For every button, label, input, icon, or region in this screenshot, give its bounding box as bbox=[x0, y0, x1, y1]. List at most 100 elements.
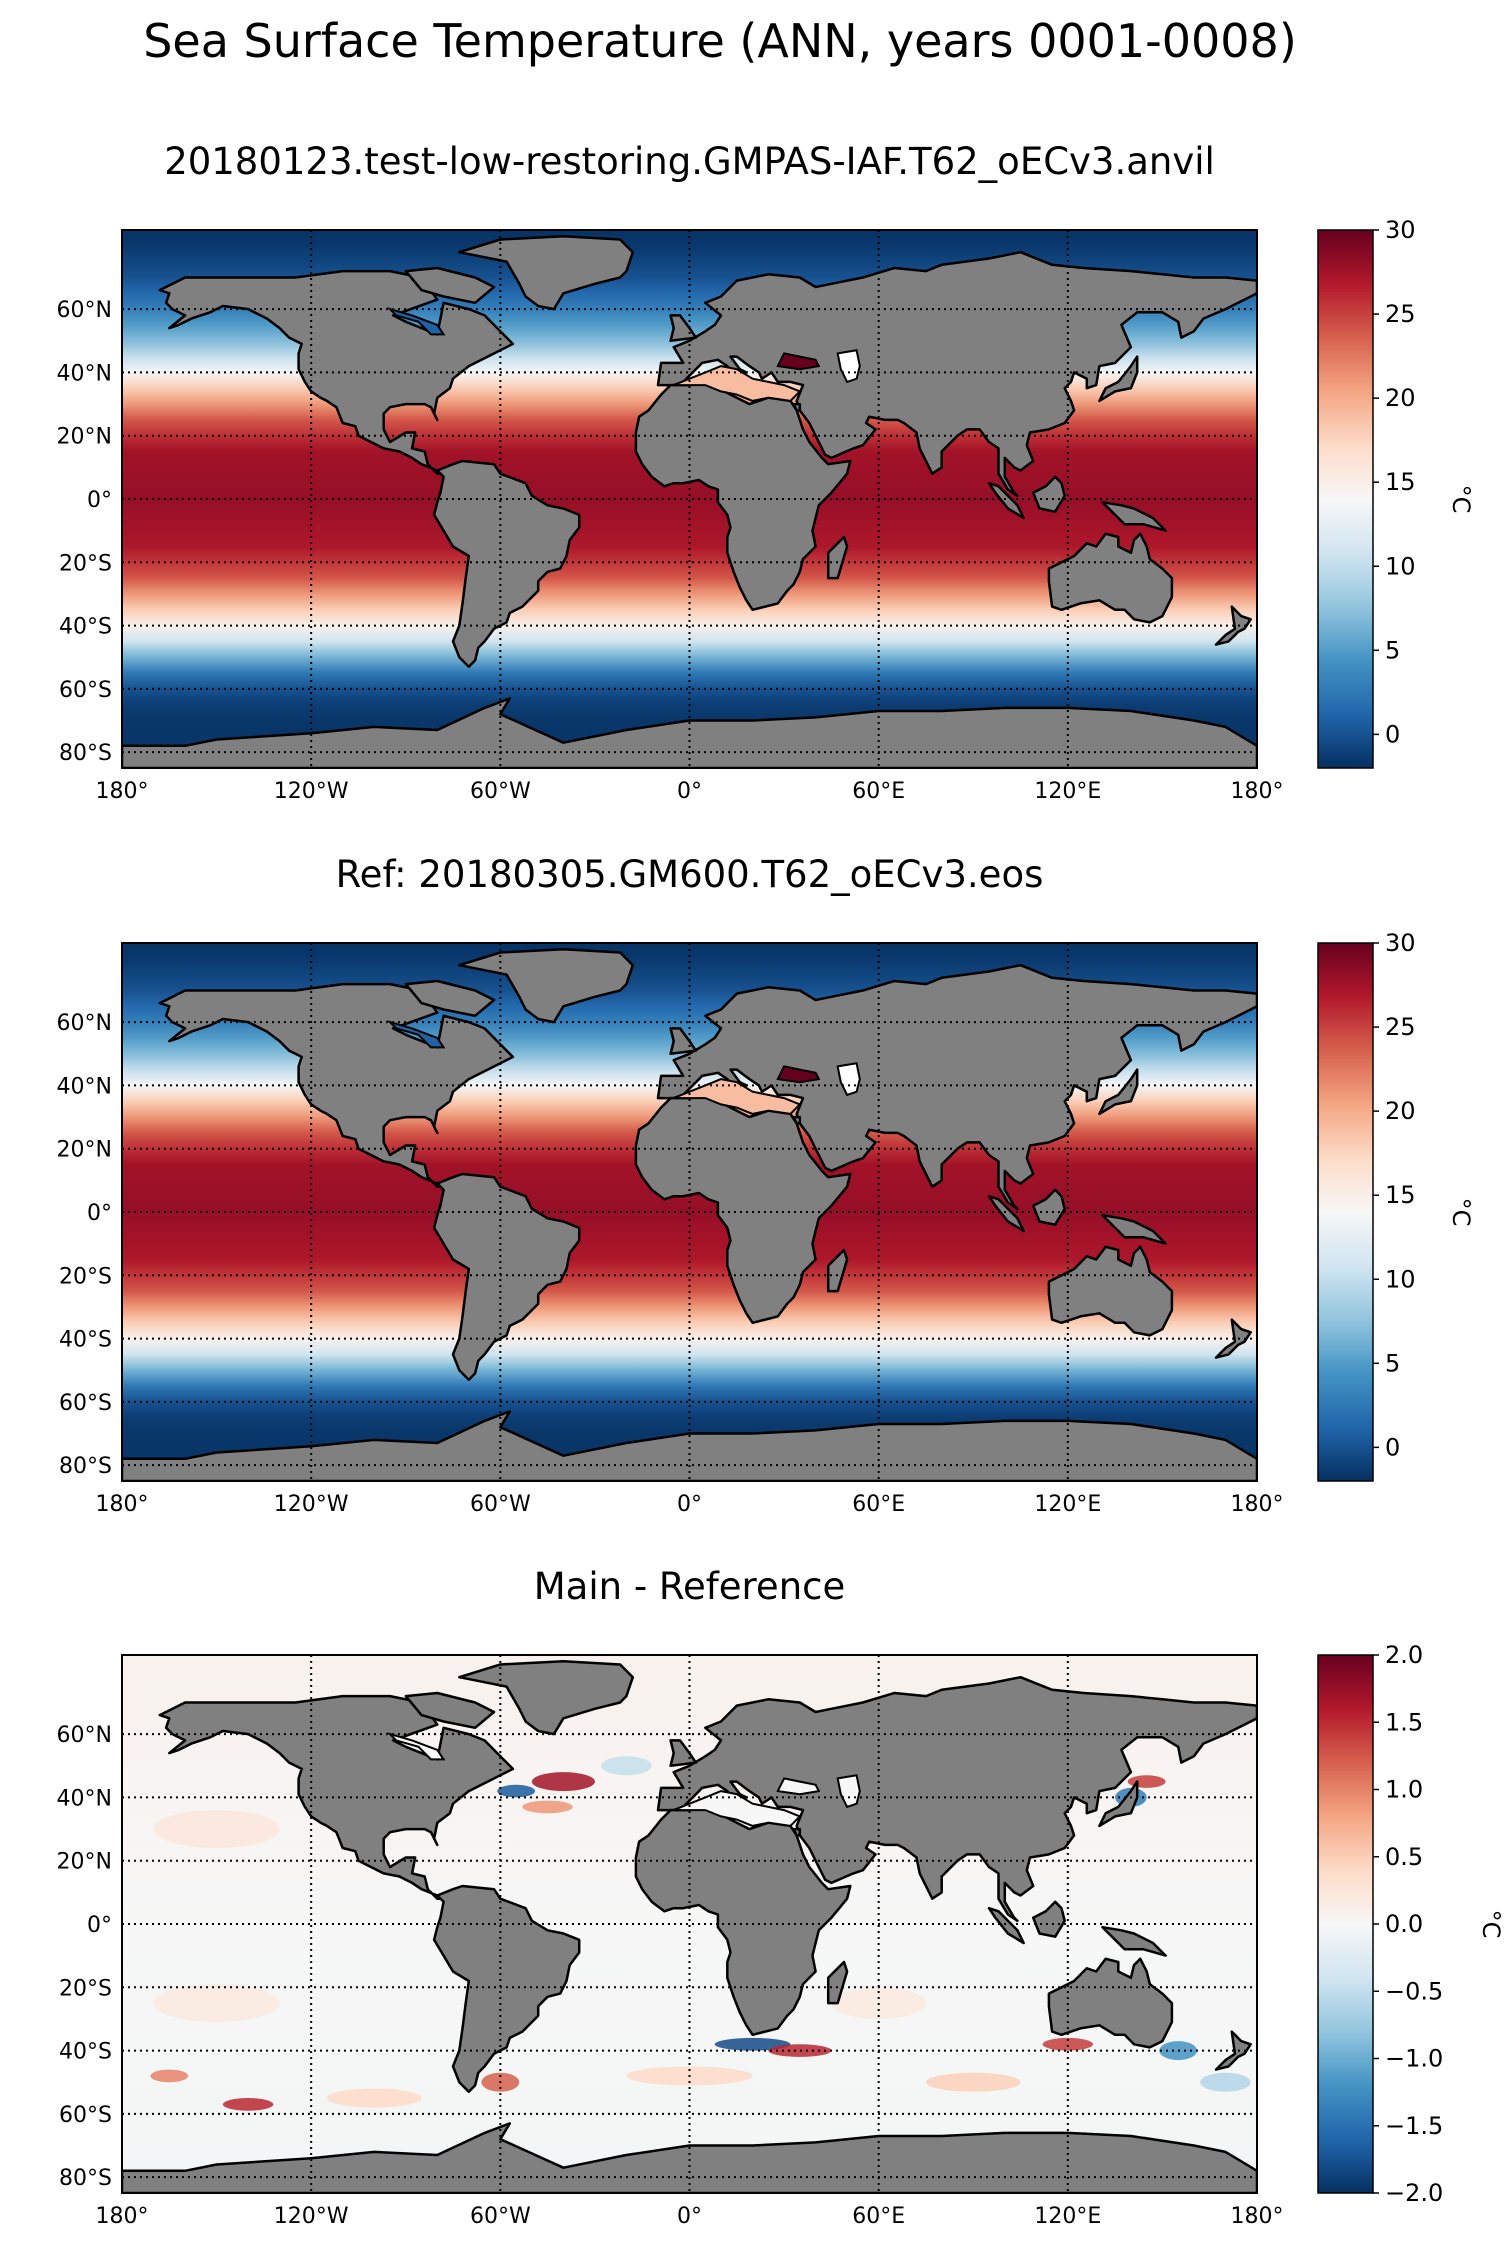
y-tick-label: 80°S bbox=[59, 2166, 112, 2191]
anomaly-patch bbox=[153, 1984, 280, 2023]
new-guinea-land bbox=[1101, 1925, 1167, 1957]
colorbar-unit-label: °C bbox=[1447, 1198, 1475, 1227]
anomaly-patch bbox=[925, 2072, 1021, 2092]
eurasia-land bbox=[656, 250, 1257, 498]
x-tick-label: 180° bbox=[96, 779, 149, 804]
colorbar-tick-label: 10 bbox=[1385, 552, 1416, 580]
y-tick-label: 20°S bbox=[59, 1264, 112, 1289]
antarctica-land bbox=[122, 2122, 1257, 2193]
colorbar-tick-label: 15 bbox=[1385, 468, 1416, 496]
map-frame bbox=[121, 942, 1258, 1482]
anomaly-patch bbox=[497, 1784, 536, 1798]
panel-2-title: Ref: 20180305.GM600.T62_oECv3.eos bbox=[335, 853, 1044, 896]
sumatra-land bbox=[987, 1906, 1025, 1945]
black-sea bbox=[776, 352, 821, 371]
hudson-bay bbox=[386, 1020, 446, 1049]
greenland-land bbox=[458, 948, 635, 1024]
y-tick-label: 40°N bbox=[57, 1786, 112, 1811]
baffin-land bbox=[404, 979, 496, 1018]
north-america-land bbox=[158, 269, 515, 475]
x-tick-label: 120°W bbox=[274, 779, 349, 804]
colorbar-tick-label: 5 bbox=[1385, 1349, 1400, 1377]
y-tick-label: 40°S bbox=[59, 2040, 112, 2065]
colorbar-unit-label: °C bbox=[1477, 1910, 1505, 1939]
black-sea bbox=[776, 1777, 821, 1796]
colorbar-tick-label: 0.0 bbox=[1385, 1910, 1423, 1938]
colorbar-tick-label: −1.5 bbox=[1385, 2112, 1443, 2140]
japan-land bbox=[1098, 1780, 1139, 1828]
anomaly-patch bbox=[714, 2037, 791, 2051]
panel-3-title: Main - Reference bbox=[533, 1565, 846, 1608]
x-tick-label: 60°E bbox=[852, 779, 905, 804]
australia-land bbox=[1047, 1245, 1174, 1337]
madagascar-land bbox=[826, 1248, 849, 1293]
y-tick-label: 20°S bbox=[59, 1976, 112, 2001]
x-tick-label: 120°W bbox=[274, 1492, 349, 1517]
y-tick-label: 40°N bbox=[57, 361, 112, 386]
x-tick-label: 60°E bbox=[852, 2204, 905, 2229]
black-sea bbox=[776, 1065, 821, 1084]
x-tick-label: 60°W bbox=[470, 1492, 531, 1517]
new-zealand-land bbox=[1214, 1318, 1252, 1359]
arabia-gap-land bbox=[792, 402, 802, 412]
greenland-land bbox=[458, 235, 635, 311]
colorbar-tick-label: 25 bbox=[1385, 1013, 1416, 1041]
y-tick-label: 0° bbox=[87, 1201, 112, 1226]
x-tick-label: 0° bbox=[677, 2204, 702, 2229]
mediterranean bbox=[673, 1790, 802, 1827]
colorbar-tick-label: −2.0 bbox=[1385, 2179, 1443, 2207]
x-tick-label: 180° bbox=[1231, 2204, 1284, 2229]
y-tick-label: 80°S bbox=[59, 741, 112, 766]
antarctica-land bbox=[122, 1410, 1257, 1481]
uk-land bbox=[669, 1027, 698, 1056]
eurasia-land bbox=[656, 1675, 1257, 1923]
new-zealand-land bbox=[1214, 605, 1252, 646]
africa-land bbox=[634, 1093, 852, 1325]
madagascar-land bbox=[826, 535, 849, 580]
x-tick-label: 120°E bbox=[1034, 1492, 1101, 1517]
north-america-land bbox=[158, 1694, 515, 1900]
y-tick-label: 20°N bbox=[57, 425, 112, 450]
anomaly-patch bbox=[1200, 2072, 1251, 2092]
colorbar-tick-label: 30 bbox=[1385, 216, 1416, 244]
y-tick-label: 60°S bbox=[59, 678, 112, 703]
y-tick-label: 60°N bbox=[57, 1011, 112, 1036]
colorbar-tick-label: 20 bbox=[1385, 1097, 1416, 1125]
colorbar-tick-label: −0.5 bbox=[1385, 1977, 1443, 2005]
colorbar-tick-label: 15 bbox=[1385, 1181, 1416, 1209]
caspian-sea bbox=[836, 1062, 861, 1097]
africa-land bbox=[634, 1805, 852, 2037]
hudson-bay bbox=[386, 307, 446, 336]
north-america-land bbox=[158, 982, 515, 1188]
panel-1-title: 20180123.test-low-restoring.GMPAS-IAF.T6… bbox=[164, 140, 1215, 183]
colorbar-tick-label: 20 bbox=[1385, 384, 1416, 412]
uk-land bbox=[669, 1739, 698, 1768]
anomaly-patch bbox=[1042, 2037, 1094, 2051]
africa-land bbox=[634, 380, 852, 612]
greenland-land bbox=[458, 1660, 635, 1736]
anomaly-patch bbox=[222, 2098, 274, 2111]
japan-land bbox=[1098, 355, 1139, 403]
colorbar bbox=[1317, 229, 1374, 769]
colorbar-tick-label: 0 bbox=[1385, 720, 1400, 748]
colorbar-tick-label: 0 bbox=[1385, 1433, 1400, 1461]
colorbar-tick-label: 2.0 bbox=[1385, 1641, 1423, 1669]
y-tick-label: 60°N bbox=[57, 298, 112, 323]
y-tick-label: 40°S bbox=[59, 1328, 112, 1353]
new-guinea-land bbox=[1101, 1213, 1167, 1245]
caspian-sea bbox=[836, 1774, 861, 1809]
x-tick-label: 0° bbox=[677, 779, 702, 804]
hudson-bay bbox=[386, 1732, 446, 1761]
caspian-sea bbox=[836, 349, 861, 384]
panel-3-map: 180° 120°W 60°W 0° 60°E 120°E 180° 60°N 40°N 20°N… bbox=[57, 1641, 1505, 2229]
figure-title: Sea Surface Temperature (ANN, years 0001… bbox=[143, 14, 1297, 68]
colorbar-unit-label: °C bbox=[1447, 485, 1475, 514]
anomaly-patch bbox=[153, 1810, 280, 1849]
south-america-land bbox=[432, 1884, 581, 2093]
colorbar-tick-label: 10 bbox=[1385, 1265, 1416, 1293]
mediterranean bbox=[673, 365, 802, 402]
new-guinea-land bbox=[1101, 500, 1167, 532]
south-america-land bbox=[432, 459, 581, 668]
sumatra-land bbox=[987, 1194, 1025, 1233]
y-tick-label: 20°S bbox=[59, 551, 112, 576]
